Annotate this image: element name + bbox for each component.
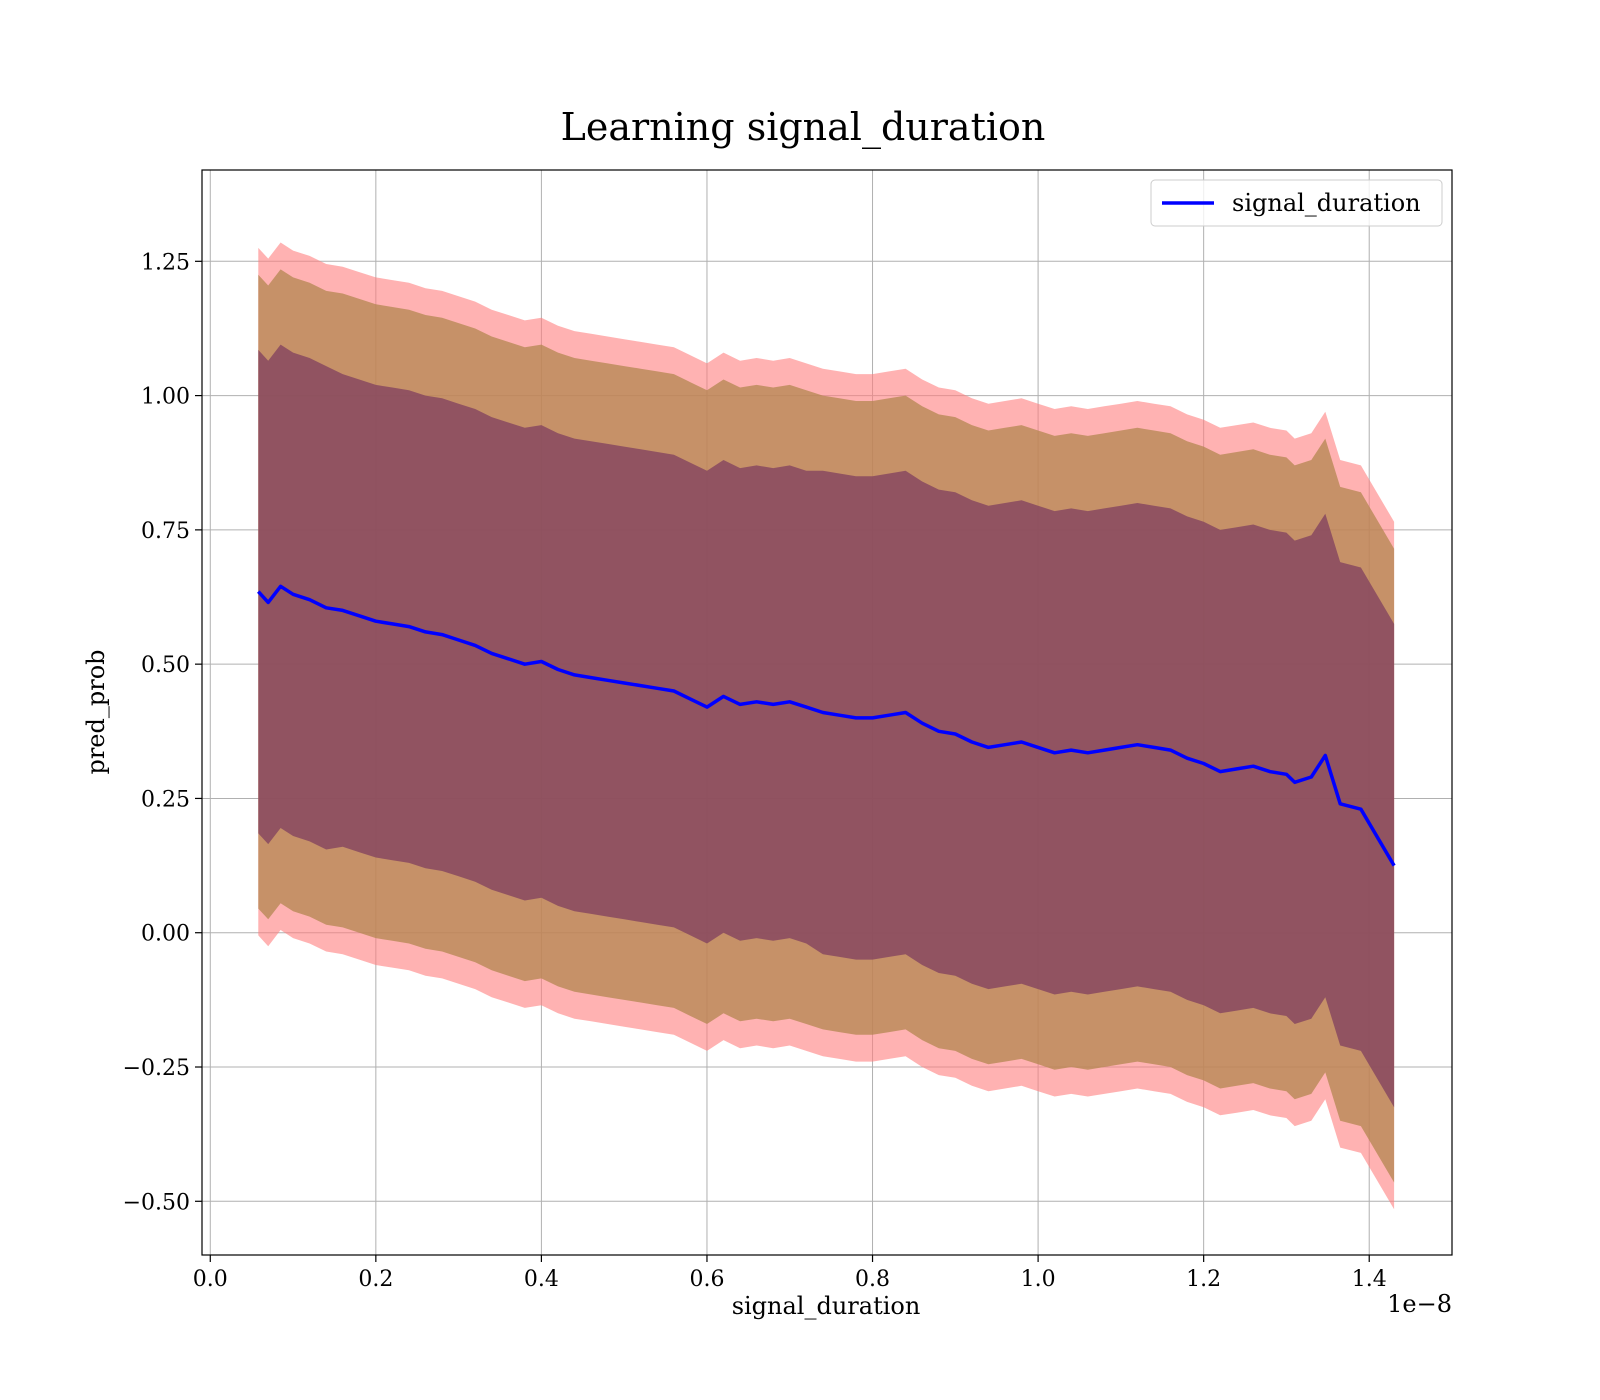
- x-ticks: 0.0 0.2 0.4 0.6 0.8 1.0 1.2 1.4: [193, 1255, 1387, 1292]
- x-tick-label: 0.2: [358, 1267, 393, 1292]
- x-tick-label: 0.8: [855, 1267, 890, 1292]
- x-tick-label: 1.2: [1186, 1267, 1221, 1292]
- y-tick-label: −0.50: [123, 1190, 190, 1215]
- y-tick-label: −0.25: [123, 1056, 190, 1081]
- y-tick-label: 0.75: [141, 519, 190, 544]
- x-tick-label: 0.4: [524, 1267, 559, 1292]
- plot-frame: [201, 169, 1453, 1256]
- x-tick-label: 0.6: [689, 1267, 724, 1292]
- y-tick-label: 0.00: [141, 922, 190, 947]
- x-tick-label: 1.4: [1352, 1267, 1387, 1292]
- x-tick-label: 0.0: [193, 1267, 228, 1292]
- series-line-signal-duration: [257, 584, 1396, 867]
- x-axis-label: signal_duration: [732, 1292, 921, 1320]
- y-tick-label: 0.50: [141, 653, 190, 678]
- y-ticks: −0.50 −0.25 0.00 0.25 0.50 0.75 1.00 1.25: [123, 250, 202, 1215]
- legend-box: [1150, 179, 1443, 227]
- legend-label: signal_duration: [1232, 189, 1421, 217]
- legend: signal_duration: [1150, 179, 1443, 227]
- y-axis-label: pred_prob: [82, 649, 110, 774]
- series-lines: [257, 584, 1396, 867]
- x-multiplier-label: 1e−8: [1387, 1290, 1452, 1318]
- y-tick-label: 0.25: [141, 787, 190, 812]
- y-tick-label: 1.00: [141, 385, 190, 410]
- band-inner: [258, 344, 1395, 1108]
- chart-title: Learning signal_duration: [561, 105, 1046, 150]
- y-tick-label: 1.25: [141, 250, 190, 275]
- confidence-bands: [258, 242, 1395, 1210]
- x-tick-label: 1.0: [1021, 1267, 1056, 1292]
